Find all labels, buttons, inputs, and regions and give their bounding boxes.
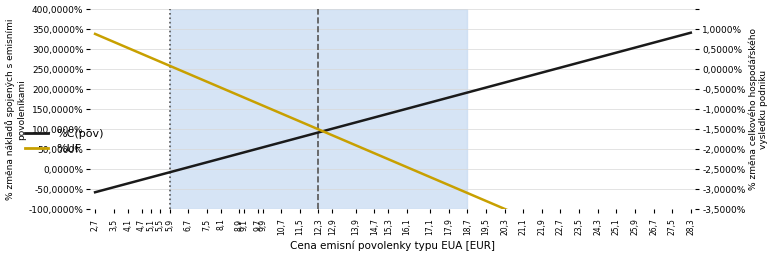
X-axis label: Cena emisní povolenky typu EUA [EUR]: Cena emisní povolenky typu EUA [EUR] — [290, 241, 495, 251]
Bar — [170, 9, 467, 209]
Legend: %C(pov), %UF: %C(pov), %UF — [21, 124, 108, 159]
Y-axis label: % změna celkového hospodářského
vysledku podniku: % změna celkového hospodářského vysledku… — [748, 28, 769, 190]
Y-axis label: % změna nákladů spojených s emisními
povoleníkami: % změna nákladů spojených s emisními pov… — [5, 19, 26, 200]
